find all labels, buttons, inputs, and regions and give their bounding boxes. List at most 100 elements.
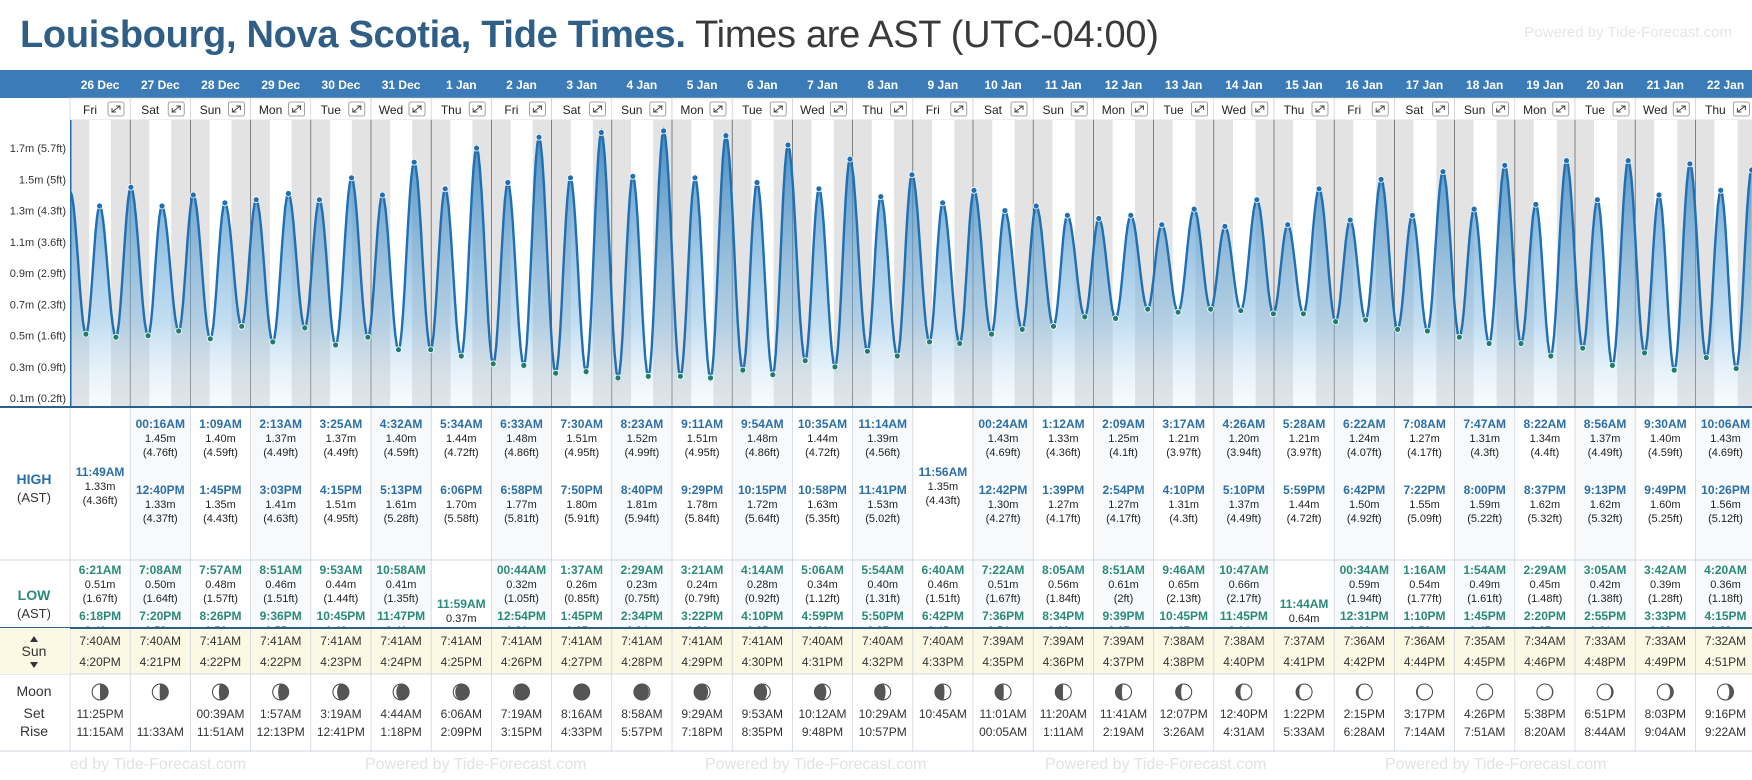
watermark-bottom: Powered by Tide-Forecast.com [365,756,587,773]
sunset-time: 4:32PM [862,655,903,669]
sunset-time: 4:26PM [501,655,542,669]
date-label: 11 Jan [1045,78,1082,92]
high-height-ft: (4.76ft) [143,447,178,459]
moon-phase-icon [1476,683,1494,701]
low-time: 1:37AM [560,563,603,577]
date-label: 21 Jan [1647,78,1684,92]
low-tide-point [175,327,183,335]
expand-icon [773,105,783,113]
sun-cell [1695,628,1752,674]
y-tick-label: 0.1m (0.2ft) [10,393,66,405]
low-height-m: 0.56m [1048,579,1079,591]
low-row-label: LOW [18,587,51,603]
high-tide-point [1284,221,1292,229]
sunrise-time: 7:38AM [1223,634,1264,648]
high-row-label: HIGH [17,471,52,487]
high-time: 8:40PM [621,483,663,497]
high-height-m: 1.70m [446,499,477,511]
watermark-bottom: ed by Tide-Forecast.com [70,756,247,773]
low-cell [1153,560,1214,628]
low-cell [310,560,371,628]
tide-curve-group [70,126,1752,406]
low-cell [250,560,311,628]
low-time: 11:45PM [1220,609,1268,623]
high-time: 6:58PM [500,483,542,497]
high-time: 3:25AM [320,417,363,431]
low-tide-point [1702,354,1710,362]
low-time: 6:21AM [79,563,122,577]
moonset-time: 4:44AM [380,707,421,721]
high-tide-point [127,183,135,191]
sunrise-time: 7:40AM [862,634,903,648]
high-tide-point [1064,211,1071,219]
low-time: 9:36PM [260,609,302,623]
moonset-time: 12:07PM [1160,707,1208,721]
dow-label: Mon [259,103,282,117]
high-tide-point [504,179,512,186]
high-height-ft: (5.35ft) [805,513,840,525]
high-tide-point [1315,185,1323,193]
high-height-ft: (5.28ft) [384,513,419,525]
low-time: 1:16AM [1403,563,1446,577]
sun-cell [1153,628,1214,674]
high-tide-point [1095,215,1103,222]
low-cell [70,560,131,628]
low-tide-point [1081,313,1089,321]
sunset-time: 4:42PM [1344,655,1385,669]
low-height-ft: (2.17ft) [1226,593,1261,605]
sun-cell [1635,628,1696,674]
sun-cell [973,628,1034,674]
high-time: 6:22AM [1343,417,1386,431]
sunset-time: 4:41PM [1283,655,1324,669]
moonset-time: 1:57AM [260,707,301,721]
moonset-time: 4:26PM [1464,707,1505,721]
high-tide-point [753,179,761,186]
high-height-ft: (5.64ft) [745,513,780,525]
sun-cell [190,628,251,674]
low-time: 8:34PM [1042,609,1084,623]
high-time: 1:09AM [199,417,242,431]
date-label: 22 Jan [1707,78,1744,92]
high-tide-point [877,193,885,200]
dow-label: Sun [1464,103,1485,117]
date-header-band [0,70,1752,98]
sun-cell [1093,628,1154,674]
high-tide-point [252,196,260,204]
high-tide-point [1655,191,1663,199]
low-time: 3:42AM [1644,563,1687,577]
watermark-bottom: Powered by Tide-Forecast.com [705,756,927,773]
low-time: 5:06AM [801,563,844,577]
moonset-time: 9:16PM [1705,707,1746,721]
sunrise-time: 7:40AM [802,634,843,648]
sunrise-time: 7:36AM [1404,634,1445,648]
date-label: 20 Jan [1586,78,1623,92]
low-tide-point [864,347,871,355]
low-cell [1394,560,1455,628]
low-time: 2:29AM [621,563,664,577]
high-tide-point [189,191,197,199]
moonrise-time: 3:15PM [501,725,542,739]
tide-area [70,130,1752,406]
high-height-m: 1.41m [265,499,296,511]
low-time: 6:42PM [922,609,964,623]
moon-shadow [995,684,1004,700]
low-tide-point [1579,344,1587,352]
sun-cell [1334,628,1395,674]
sunrise-time: 7:40AM [140,634,181,648]
high-tide-point [535,133,543,141]
low-height-m: 0.42m [1590,579,1621,591]
high-time: 5:59PM [1283,483,1325,497]
dow-label: Thu [1284,103,1305,117]
sun-cell [250,628,311,674]
moon-shadow [455,684,470,700]
high-cell [672,408,733,560]
low-row-tz: (AST) [17,606,51,621]
dow-label: Sun [1043,103,1064,117]
moonrise-time: 5:33AM [1283,725,1324,739]
high-height-m: 1.40m [205,433,236,445]
low-time: 10:58AM [376,563,425,577]
high-height-ft: (4.86ft) [745,447,780,459]
sunset-arrow-icon [30,662,38,668]
high-height-ft: (4.59ft) [384,447,419,459]
low-cell [491,560,552,628]
